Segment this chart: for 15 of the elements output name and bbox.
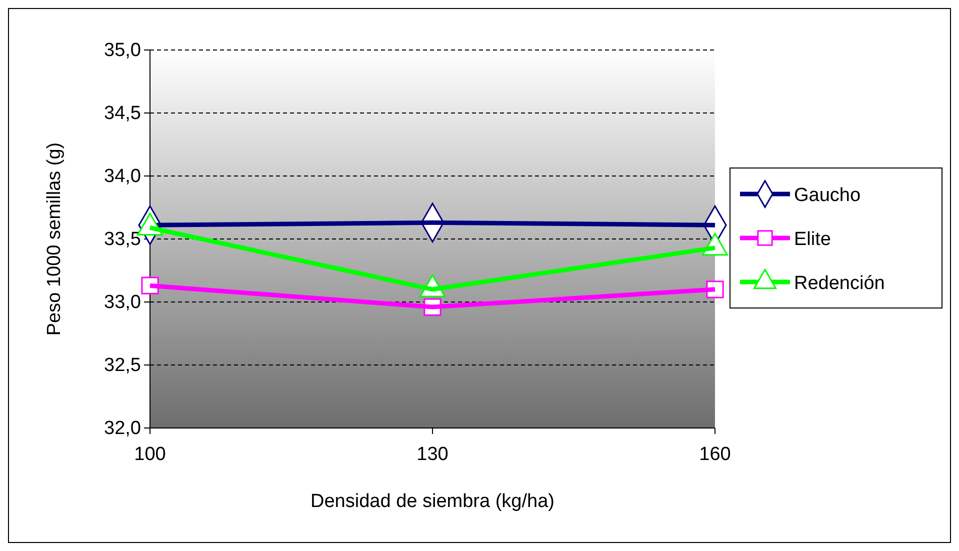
y-tick-label: 35,0 bbox=[104, 40, 141, 62]
x-axis-title: Densidad de siembra (kg/ha) bbox=[310, 491, 554, 512]
x-tick-label: 130 bbox=[416, 444, 448, 465]
y-axis-title: Peso 1000 semillas (g) bbox=[44, 142, 65, 336]
y-tick-label: 32,5 bbox=[104, 355, 141, 376]
y-tick-label: 32,0 bbox=[104, 418, 141, 440]
y-tick-label: 34,5 bbox=[104, 103, 141, 124]
legend-label: Redención bbox=[794, 273, 885, 294]
x-tick-label: 100 bbox=[134, 444, 166, 465]
legend-label: Elite bbox=[794, 229, 831, 250]
y-tick-label: 34,0 bbox=[104, 166, 141, 188]
y-tick-label: 33,5 bbox=[104, 229, 141, 250]
y-tick-label: 33,0 bbox=[104, 292, 141, 314]
legend-label: Gaucho bbox=[794, 185, 861, 206]
x-tick-label: 160 bbox=[699, 444, 731, 465]
